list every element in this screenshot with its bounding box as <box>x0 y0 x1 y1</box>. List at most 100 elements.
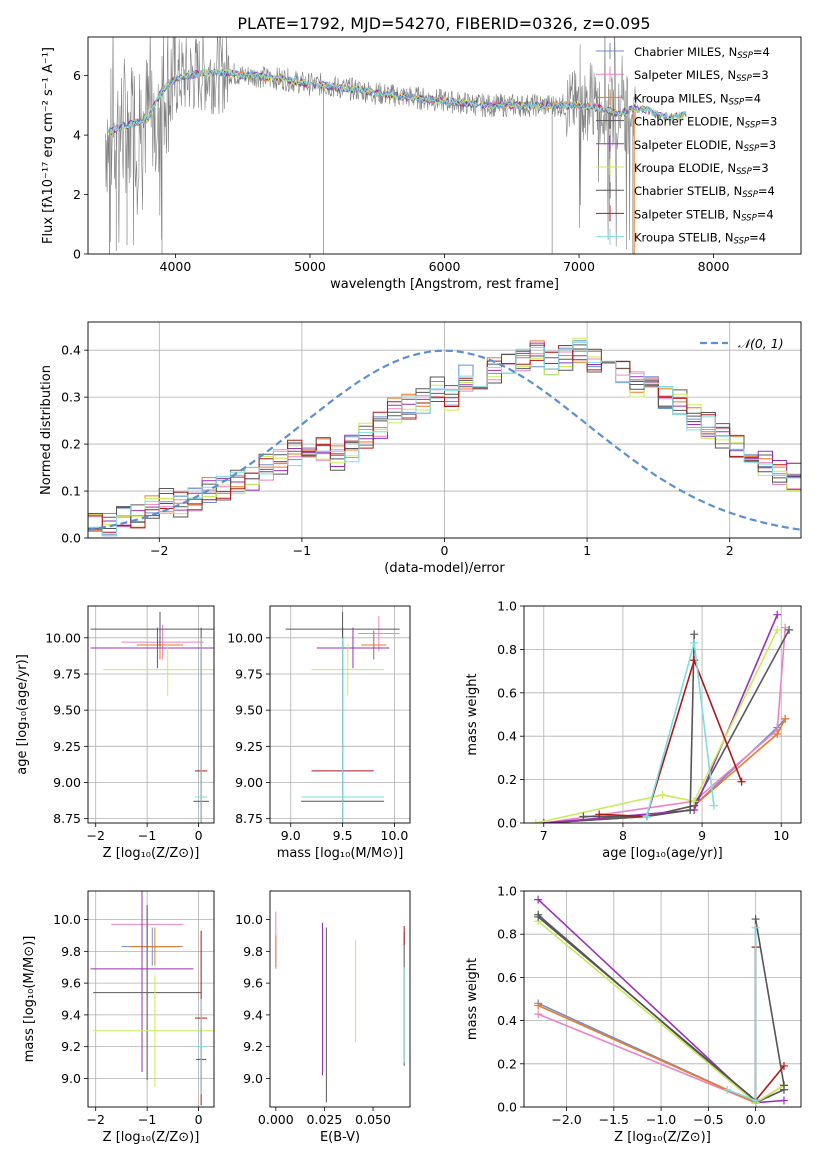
residuals-panel: −2 −1 0 1 2 0.0 0.1 0.2 0.3 0.4 (data-model)/error… <box>39 321 802 576</box>
x-tick-label: 9.5 <box>333 828 353 843</box>
legend-suffix: =4 <box>758 184 775 198</box>
histogram-salpeter-stelib <box>88 345 801 538</box>
legend-suffix: =3 <box>759 138 776 152</box>
plot-area <box>275 911 405 1103</box>
point-salpeter-elodie <box>779 1096 788 1105</box>
y-tick-label: 9.00 <box>53 775 81 790</box>
axes-frame <box>523 890 802 1108</box>
x-tick-label: 7 <box>540 828 548 843</box>
y-tick-label: 9.75 <box>53 666 81 681</box>
y-tick-label: 4 <box>73 128 81 143</box>
x-tick-label: −1.0 <box>646 1112 676 1127</box>
y-tick-label: 10.00 <box>45 630 81 645</box>
y-tick-label: 9.50 <box>53 703 81 718</box>
legend-entry-kroupa-miles: Kroupa MILES, NSSP=4 <box>634 91 761 107</box>
legend-suffix: =3 <box>752 161 769 175</box>
y-tick-label: 9.25 <box>53 739 81 754</box>
legend-entry-salpeter-miles: Salpeter MILES, NSSP=3 <box>634 68 769 84</box>
x-tick-label: 8 <box>619 828 627 843</box>
legend-label: Salpeter ELODIE, N <box>634 138 744 152</box>
y-tick-label: 9.4 <box>61 1007 81 1022</box>
x-tick-label: 0 <box>441 543 449 558</box>
point-chabrier-stelib <box>779 1081 788 1090</box>
x-tick-label: 9 <box>698 828 706 843</box>
plot-area <box>90 611 214 823</box>
x-tick-label: −1 <box>138 828 156 843</box>
mass-weight-vs-age-panel: 7 8 9 10 0.0 0.2 0.4 0.6 0.8 1.0 age [log₁₀(age/yr… <box>465 599 802 861</box>
legend-entry-chabrier-elodie: Chabrier ELODIE, NSSP=3 <box>634 115 777 131</box>
x-axis-label: wavelength [Angstrom, rest frame] <box>330 277 559 292</box>
series-chabrier-elodie <box>543 629 790 823</box>
legend-label-normal: 𝒩(0, 1) <box>738 336 784 351</box>
y-tick-label: 0.1 <box>61 484 81 499</box>
y-tick-label: 2 <box>73 187 81 202</box>
axes-frame <box>269 605 411 824</box>
x-tick-label: 5000 <box>294 259 326 274</box>
y-tick-label: 0.3 <box>61 390 81 405</box>
point-chabrier-stelib <box>579 812 588 821</box>
mass-vs-extinction-panel: 0.000 0.025 0.050 9.0 9.2 9.4 9.6 9.8 10.0 E(B-V) <box>235 890 411 1145</box>
y-axis-label: mass weight <box>465 958 480 1040</box>
y-tick-label: 0.8 <box>497 642 517 657</box>
y-tick-label: 9.75 <box>235 666 263 681</box>
y-tick-label: 9.00 <box>235 775 263 790</box>
point-kroupa-elodie <box>773 625 782 634</box>
legend-suffix: =4 <box>744 91 761 105</box>
x-tick-label: 7000 <box>563 259 595 274</box>
y-tick-label: 9.25 <box>235 739 263 754</box>
legend-subscript: SSP <box>742 190 758 200</box>
x-tick-label: −2.0 <box>551 1112 581 1127</box>
y-tick-label: 1.0 <box>497 884 517 899</box>
x-tick-label: −2 <box>86 1112 104 1127</box>
y-axis-label: mass [log₁₀(M/M⊙)] <box>22 936 37 1063</box>
legend-entry-kroupa-stelib: Kroupa STELIB, NSSP=4 <box>634 231 766 247</box>
normal-curve <box>88 349 801 531</box>
point-kroupa-elodie <box>690 797 699 806</box>
point-chabrier-stelib <box>690 630 699 639</box>
point-chabrier-stelib <box>534 912 543 921</box>
x-axis-label: age [log₁₀(age/yr)] <box>602 846 723 861</box>
axes-frame <box>87 890 215 1108</box>
x-tick-label: 0.000 <box>258 1112 294 1127</box>
y-tick-label: 0.4 <box>497 1013 517 1028</box>
point-salpeter-stelib <box>595 810 604 819</box>
plot-area <box>105 37 687 254</box>
mass-vs-metallicity-panel: −2 −1 0 9.0 9.2 9.4 9.6 9.8 10.0 Z [log₁₀(Z/Z⊙)] m… <box>22 890 215 1145</box>
y-tick-label: 10.00 <box>227 630 263 645</box>
x-axis-label: E(B-V) <box>320 1130 360 1145</box>
legend-entry-salpeter-elodie: Salpeter ELODIE, NSSP=3 <box>634 138 776 154</box>
y-tick-label: 0.6 <box>497 685 517 700</box>
series-kroupa-stelib <box>727 927 757 1102</box>
plot-area <box>534 895 788 1107</box>
legend-suffix: =3 <box>760 115 777 129</box>
y-tick-label: 8.75 <box>53 811 81 826</box>
y-tick-label: 6 <box>73 68 81 83</box>
legend-subscript: SSP <box>736 74 752 84</box>
x-tick-label: 0 <box>195 828 203 843</box>
x-tick-label: 0.0 <box>746 1112 766 1127</box>
point-salpeter-elodie <box>534 895 543 904</box>
legend-suffix: =4 <box>757 207 774 221</box>
point-salpeter-elodie <box>539 819 548 823</box>
x-tick-label: 6000 <box>429 259 461 274</box>
x-axis-label: mass [log₁₀(M/M⊙)] <box>277 846 404 861</box>
legend-label: Salpeter MILES, N <box>634 68 736 82</box>
point-chabrier-stelib <box>686 805 695 814</box>
y-tick-label: 0.2 <box>497 772 517 787</box>
y-tick-label: 9.2 <box>243 1039 263 1054</box>
series-salpeter-stelib <box>599 657 743 818</box>
series-chabrier-miles <box>543 718 786 823</box>
x-tick-label: −1.5 <box>599 1112 629 1127</box>
x-tick-label: 9.0 <box>281 828 301 843</box>
point-kroupa-miles <box>773 730 782 739</box>
plot-area <box>531 610 794 823</box>
legend-entry-salpeter-stelib: Salpeter STELIB, NSSP=4 <box>634 207 774 223</box>
series-chabrier-stelib <box>583 634 695 818</box>
y-tick-label: 9.0 <box>61 1071 81 1086</box>
histogram-kroupa-stelib <box>88 341 801 538</box>
y-tick-label: 9.4 <box>243 1007 263 1022</box>
y-tick-label: 9.2 <box>61 1039 81 1054</box>
point-kroupa-elodie <box>658 790 667 799</box>
